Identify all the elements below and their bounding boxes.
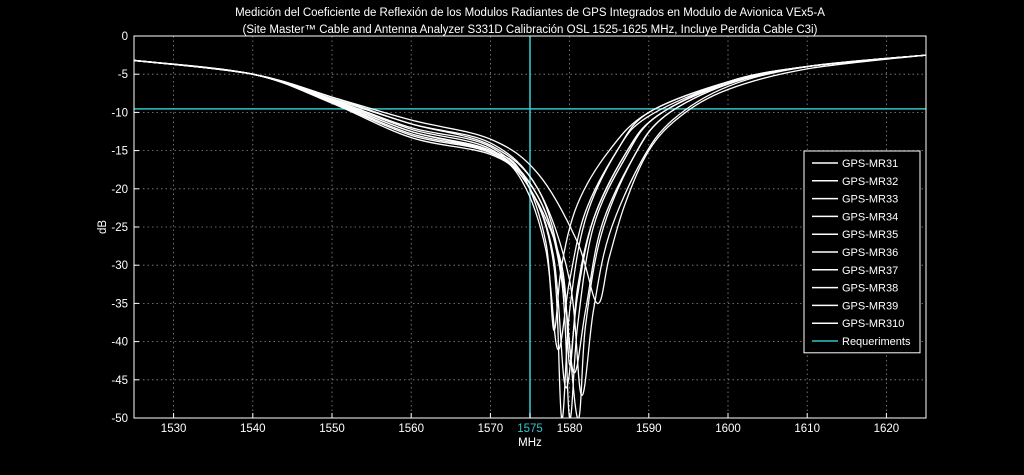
- x-axis-label: MHz: [518, 437, 542, 449]
- y-tick-label: -30: [111, 260, 128, 272]
- y-tick-label: -35: [111, 298, 128, 310]
- y-tick-label: -45: [111, 375, 128, 387]
- legend-label: GPS-MR37: [842, 265, 898, 277]
- legend-label: GPS-MR38: [842, 283, 898, 295]
- series-line-gps-mr39: [134, 54, 926, 366]
- y-tick-label: -20: [111, 184, 128, 196]
- legend-label: GPS-MR310: [842, 318, 904, 330]
- x-tick-label: 1610: [794, 423, 820, 435]
- x-axis: 1530 1540 1550 1560 1570 1575 1580 1590 1600 1610…: [161, 413, 899, 435]
- legend-label: GPS-MR32: [842, 176, 898, 188]
- y-tick-label: 0: [122, 31, 128, 43]
- y-tick-label: -5: [118, 69, 128, 81]
- legend: GPS-MR31 GPS-MR32 GPS-MR33 GPS-MR34 GPS-MR35…: [803, 150, 921, 354]
- series-line-gps-mr32: [134, 54, 926, 418]
- legend-label: Requeriments: [842, 336, 911, 348]
- series-line-gps-mr310: [134, 54, 926, 305]
- y-axis-label: dB: [97, 220, 109, 234]
- x-tick-label: 1550: [319, 423, 345, 435]
- x-tick-label: 1560: [398, 423, 424, 435]
- y-axis: 0 -5 -10 -15 -20 -25 -30 -35 -40 -45 -50: [111, 31, 139, 425]
- legend-label: GPS-MR36: [842, 247, 898, 259]
- x-tick-label: 1575: [517, 423, 543, 435]
- x-tick-label: 1530: [161, 423, 187, 435]
- series-line-gps-mr38: [134, 54, 926, 350]
- x-tick-label: 1600: [715, 423, 741, 435]
- y-tick-label: -10: [111, 107, 128, 119]
- y-tick-label: -25: [111, 222, 128, 234]
- requirement-lines: [134, 36, 926, 418]
- legend-label: GPS-MR31: [842, 158, 898, 170]
- chart-subtitle: (Site Master™ Cable and Antenna Analyzer…: [243, 24, 818, 36]
- chart-title: Medición del Coeficiente de Reflexión de…: [235, 7, 825, 19]
- y-tick-label: -15: [111, 146, 128, 158]
- legend-label: GPS-MR39: [842, 300, 898, 312]
- series-line-gps-mr36: [134, 54, 926, 418]
- x-tick-label: 1570: [478, 423, 504, 435]
- legend-label: GPS-MR34: [842, 211, 898, 223]
- y-tick-label: -40: [111, 337, 128, 349]
- x-tick-label: 1620: [874, 423, 900, 435]
- y-tick-label: -50: [111, 413, 128, 425]
- x-tick-label: 1540: [240, 423, 266, 435]
- legend-label: GPS-MR33: [842, 194, 898, 206]
- x-tick-label: 1590: [636, 423, 662, 435]
- legend-label: GPS-MR35: [842, 229, 898, 241]
- x-tick-label: 1580: [557, 423, 583, 435]
